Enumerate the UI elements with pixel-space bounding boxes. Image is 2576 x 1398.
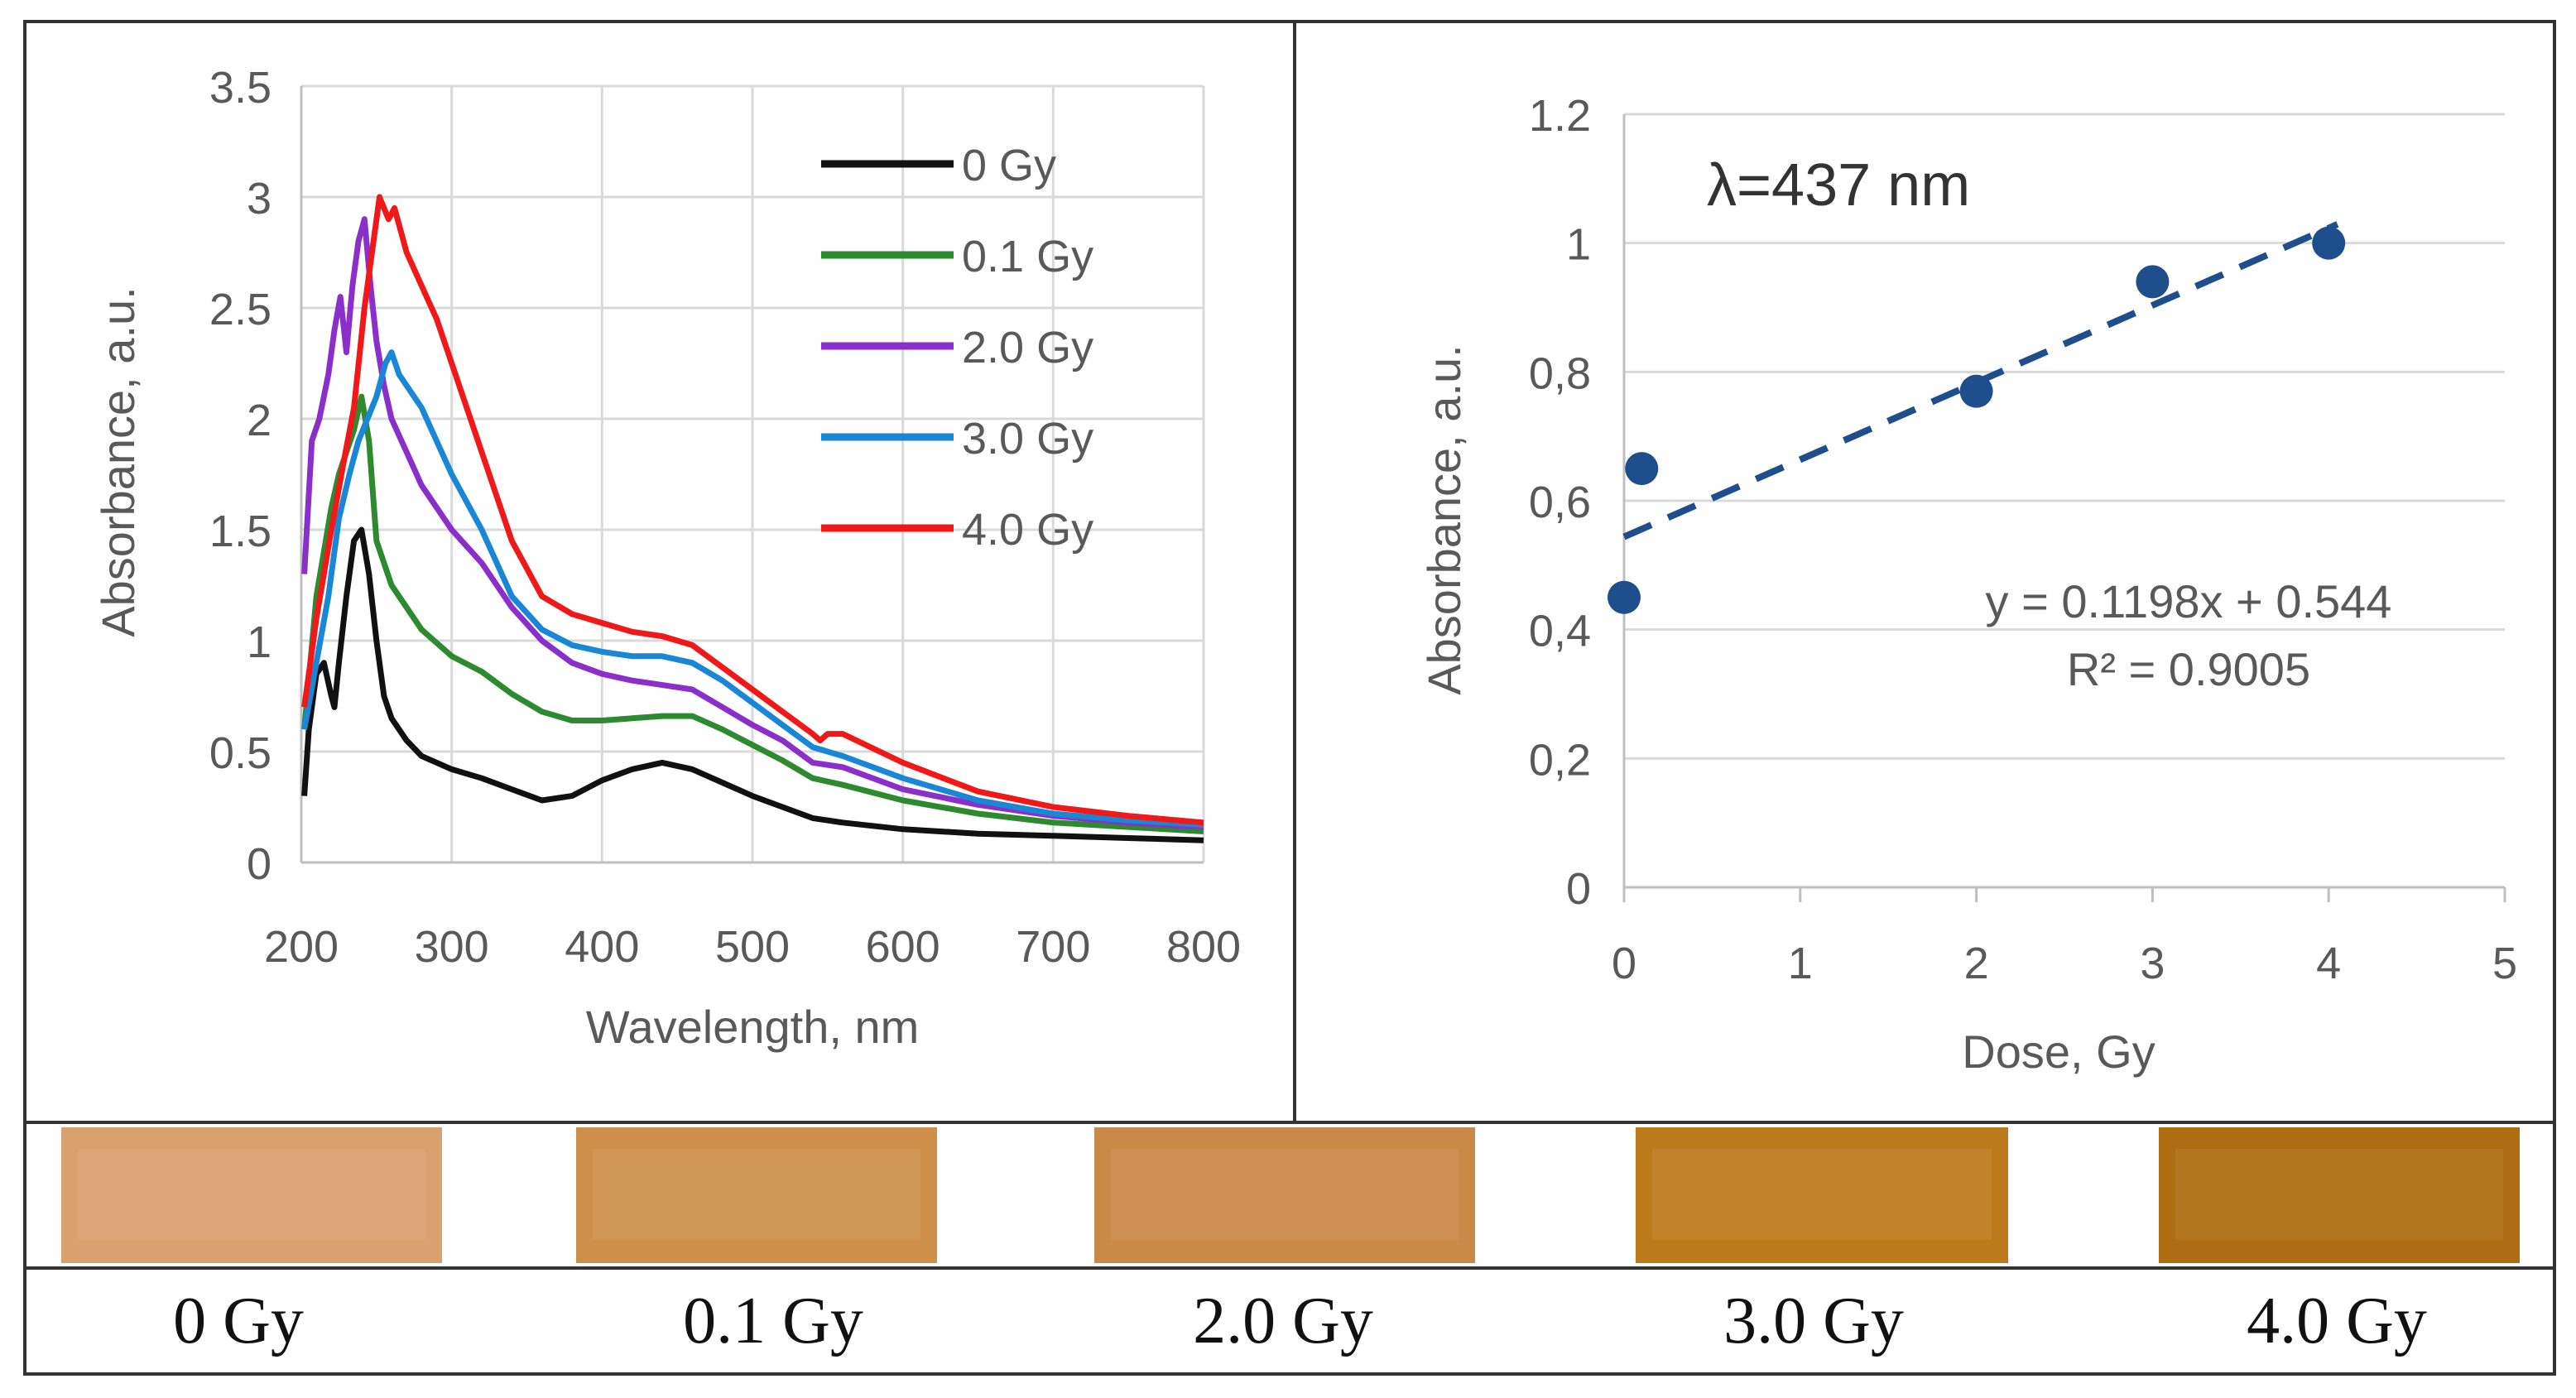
- sample-photo: [576, 1127, 937, 1263]
- left-y-axis-label: Absorbance, a.u.: [92, 286, 144, 637]
- right-y-tick-labels: 0 0,2 0,4 0,6 0,8 1 1.2: [1529, 91, 1591, 914]
- right-x-tick-label: 3: [2140, 939, 2165, 988]
- figure-frame: 0 0.5 1 1.5 2 2.5 3 3.5 200 300 400 500 600 700 800 0…: [23, 20, 2556, 1376]
- left-series-lines: [301, 194, 1204, 843]
- right-y-tick-label: 1.2: [1529, 91, 1591, 141]
- right-gridlines: [1624, 113, 2505, 760]
- left-y-tick-label: 1: [247, 617, 272, 667]
- sample-label: 4.0 Gy: [2247, 1285, 2427, 1357]
- left-y-tick-labels: 0 0.5 1 1.5 2 2.5 3 3.5: [209, 63, 272, 889]
- data-point: [2136, 265, 2170, 299]
- left-x-tick-label: 800: [1166, 922, 1241, 972]
- sample-photo: [1094, 1127, 1475, 1263]
- series-line-0_1-gy: [301, 393, 1204, 834]
- sample-photo: [2159, 1127, 2520, 1263]
- right-axes: [1622, 114, 2506, 902]
- legend-label: 4.0 Gy: [962, 505, 1093, 555]
- right-y-tick-label: 1: [1566, 220, 1591, 270]
- left-legend: 0 Gy 0.1 Gy 2.0 Gy 3.0 Gy 4.0 Gy: [821, 141, 1093, 555]
- sample-sheen: [1652, 1149, 1992, 1240]
- legend-label: 0 Gy: [962, 141, 1056, 190]
- series-line-0-gy: [301, 526, 1204, 843]
- left-y-tick-label: 1.5: [209, 507, 272, 556]
- series-line-3_0-gy: [301, 349, 1204, 828]
- right-y-tick-label: 0: [1566, 864, 1591, 914]
- sample-sheen: [2175, 1149, 2503, 1240]
- data-point: [2312, 226, 2346, 260]
- sample-labels: 0 Gy 0.1 Gy 2.0 Gy 3.0 Gy 4.0 Gy: [173, 1285, 2427, 1357]
- sample-photo: [1636, 1127, 2008, 1263]
- right-y-tick-label: 0,6: [1529, 478, 1591, 527]
- sample-sheen: [78, 1149, 425, 1240]
- left-y-tick-label: 0.5: [209, 728, 272, 778]
- right-y-tick-label: 0,2: [1529, 735, 1591, 785]
- legend-label: 2.0 Gy: [962, 323, 1093, 372]
- sample-photo: [61, 1127, 442, 1263]
- right-y-tick-label: 0,4: [1529, 607, 1591, 656]
- left-axes: [300, 86, 1204, 864]
- right-x-tick-label: 1: [1788, 939, 1813, 988]
- right-y-axis-label: Absorbance, a.u.: [1418, 344, 1470, 694]
- trendline-equation: y = 0.1198x + 0.544: [1986, 575, 2392, 627]
- left-x-tick-labels: 200 300 400 500 600 700 800: [264, 922, 1241, 972]
- data-point: [1959, 374, 1993, 408]
- dose-response-chart: 0 0,2 0,4 0,6 0,8 1 1.2 0 1 2 3 4 5 λ=437 nm y = 0.…: [1418, 91, 2517, 1078]
- right-x-tick-label: 2: [1964, 939, 1989, 988]
- left-y-tick-label: 0: [247, 839, 272, 889]
- wavelength-annotation: λ=437 nm: [1707, 152, 1970, 219]
- left-x-tick-label: 200: [264, 922, 339, 972]
- left-x-tick-label: 400: [565, 922, 639, 972]
- right-x-tick-label: 4: [2316, 939, 2341, 988]
- data-point: [1625, 452, 1659, 486]
- data-point: [1608, 580, 1641, 614]
- left-y-tick-label: 2: [247, 396, 272, 445]
- series-line-2_0-gy: [301, 216, 1204, 830]
- sample-label: 3.0 Gy: [1723, 1285, 1904, 1357]
- sample-label: 2.0 Gy: [1193, 1285, 1373, 1357]
- sample-photos-strip: [61, 1127, 2520, 1263]
- left-y-tick-label: 3: [247, 174, 272, 223]
- sample-sheen: [1111, 1149, 1459, 1240]
- left-y-tick-label: 3.5: [209, 63, 272, 113]
- right-x-tick-label: 0: [1612, 939, 1636, 988]
- sample-label: 0.1 Gy: [683, 1285, 863, 1357]
- left-y-tick-label: 2.5: [209, 285, 272, 334]
- left-x-tick-label: 500: [715, 922, 790, 972]
- right-x-tick-labels: 0 1 2 3 4 5: [1612, 939, 2517, 988]
- right-x-axis-label: Dose, Gy: [1962, 1026, 2155, 1078]
- right-x-tick-label: 5: [2492, 939, 2517, 988]
- legend-label: 0.1 Gy: [962, 232, 1093, 281]
- figure-canvas: 00.511.522.533.5 200 300 400 500 600 700 800 0…: [26, 23, 2553, 1357]
- sample-sheen: [593, 1149, 920, 1240]
- absorbance-spectra-chart: 0 0.5 1 1.5 2 2.5 3 3.5 200 300 400 500 600 700 800 0…: [92, 63, 1241, 1053]
- right-y-tick-label: 0,8: [1529, 348, 1591, 398]
- legend-label: 3.0 Gy: [962, 414, 1093, 464]
- left-x-axis-label: Wavelength, nm: [586, 1001, 920, 1053]
- trendline-r-squared: R² = 0.9005: [2067, 643, 2310, 695]
- left-x-tick-label: 600: [866, 922, 940, 972]
- left-x-tick-label: 300: [415, 922, 489, 972]
- left-x-tick-label: 700: [1016, 922, 1090, 972]
- right-data-points: [1608, 226, 2346, 614]
- series-line-4_0-gy: [301, 194, 1204, 826]
- sample-label: 0 Gy: [173, 1285, 304, 1357]
